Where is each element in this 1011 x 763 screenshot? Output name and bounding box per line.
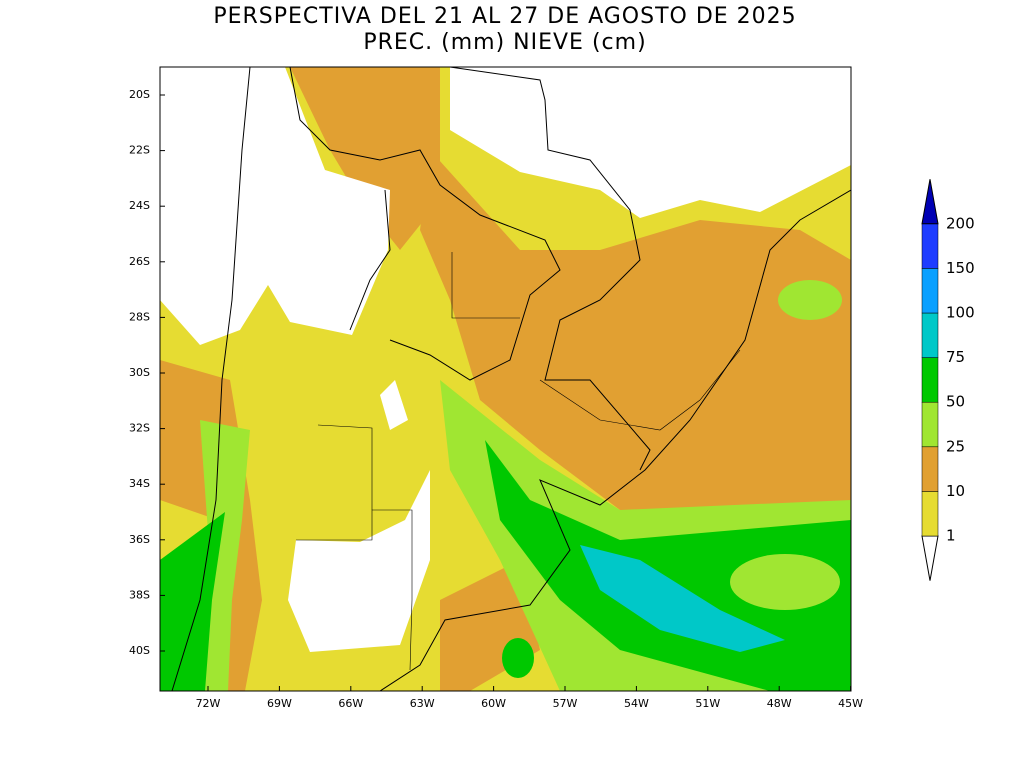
lat-label: 28S <box>129 310 150 323</box>
lat-label: 24S <box>129 199 150 212</box>
legend-swatch <box>921 223 939 269</box>
legend-label: 100 <box>946 304 975 322</box>
lon-label: 63W <box>410 697 435 710</box>
legend-swatch <box>921 268 939 314</box>
lon-label: 51W <box>695 697 720 710</box>
lat-label: 40S <box>129 644 150 657</box>
lat-label: 32S <box>129 422 150 435</box>
legend-label: 1 <box>946 527 956 545</box>
lon-label: 66W <box>338 697 363 710</box>
lon-label: 45W <box>838 697 863 710</box>
lat-label: 30S <box>129 366 150 379</box>
legend-label: 200 <box>946 214 975 232</box>
lat-label: 34S <box>129 477 150 490</box>
legend-label: 50 <box>946 393 965 411</box>
legend-label: 75 <box>946 348 965 366</box>
legend-swatch <box>921 401 939 448</box>
legend-swatch <box>921 312 939 358</box>
lat-label: 38S <box>129 588 150 601</box>
subtitle-line: PREC. (mm) NIEVE (cm) <box>363 30 646 55</box>
lon-label: 54W <box>624 697 649 710</box>
lon-label: 60W <box>481 697 506 710</box>
lat-label: 22S <box>129 144 150 157</box>
legend-label: 25 <box>946 437 965 455</box>
map-frame <box>159 66 852 692</box>
legend-swatch <box>921 446 939 492</box>
legend-swatch <box>921 357 939 403</box>
precip-map <box>160 67 851 691</box>
lon-label: 69W <box>267 697 292 710</box>
legend-label: 10 <box>946 482 965 500</box>
legend-low-triangle <box>921 535 939 581</box>
legend-high-triangle <box>921 179 939 225</box>
lat-label: 26S <box>129 255 150 268</box>
lon-label: 57W <box>553 697 578 710</box>
lat-label: 36S <box>129 533 150 546</box>
lat-label: 20S <box>129 88 150 101</box>
lon-label: 48W <box>767 697 792 710</box>
title-line: PERSPECTIVA DEL 21 AL 27 DE AGOSTO DE 20… <box>213 4 796 29</box>
legend-swatch <box>921 491 939 537</box>
legend-label: 150 <box>946 259 975 277</box>
lon-label: 72W <box>196 697 221 710</box>
